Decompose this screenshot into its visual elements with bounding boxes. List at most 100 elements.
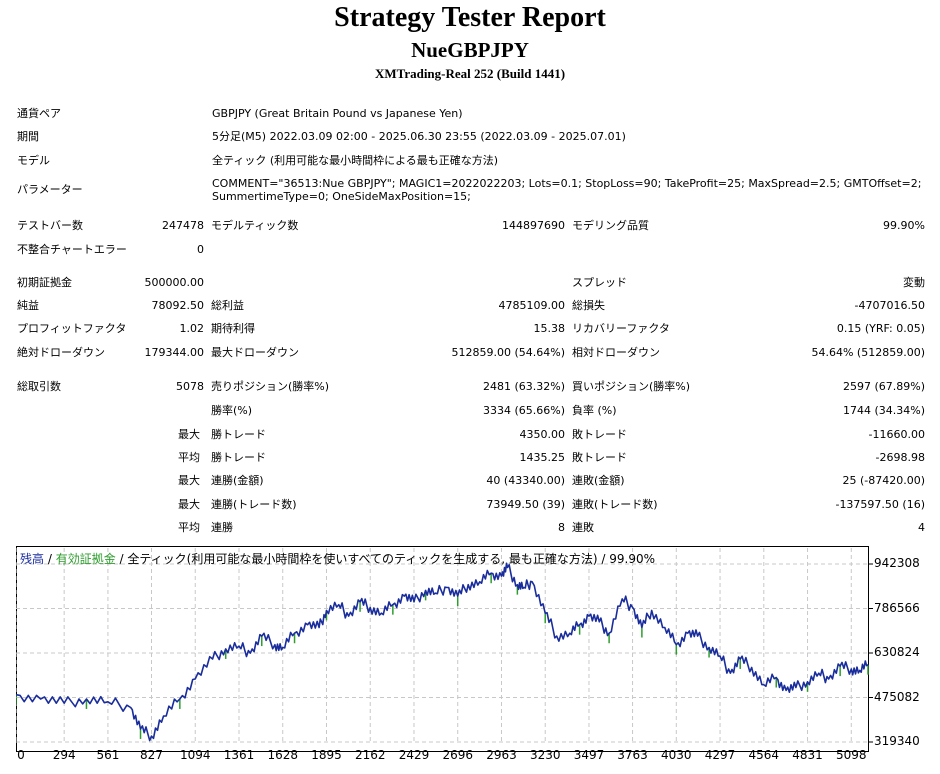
x-tick-label: 5098 (836, 748, 867, 762)
max-consecutive-wins-value: 40 (43340.00) (486, 474, 565, 487)
model-label: モデル (17, 154, 50, 167)
net-profit-value: 78092.50 (151, 299, 205, 312)
loss-rate-label: 負率 (%) (572, 404, 617, 417)
loss-rate-value: 1744 (34.34%) (842, 404, 925, 417)
x-tick-label: 1628 (267, 748, 299, 762)
quality-value: 99.90% (883, 219, 925, 232)
chart-legend: 残高 / 有効証拠金 / 全ティック(利用可能な最小時間枠を使いすべてのティック… (20, 550, 655, 567)
gross-loss-label: 総損失 (572, 299, 605, 312)
y-tick-label: 786566 (874, 600, 920, 615)
short-positions-label: 売りポジション(勝率%) (211, 380, 330, 393)
legend-separator: / (44, 552, 56, 566)
y-tick-label: 319340 (874, 734, 920, 748)
total-trades-label: 総取引数 (17, 380, 61, 393)
bars-label: テストバー数 (17, 219, 83, 232)
spread-label: スプレッド (572, 276, 627, 289)
avg-win-label: 勝トレード (211, 451, 266, 464)
avg-prefix-1: 平均 (178, 451, 200, 464)
largest-loss-value: -11660.00 (868, 428, 925, 441)
recovery-factor-value: 0.15 (YRF: 0.05) (836, 322, 925, 335)
largest-win-value: 4350.00 (519, 428, 566, 441)
ticks-label: モデルティック数 (211, 219, 299, 232)
max-prefix-1: 最大 (178, 428, 200, 441)
short-positions-value: 2481 (63.32%) (482, 380, 565, 393)
legend-description: / 全ティック(利用可能な最小時間枠を使いすべてのティックを生成する, 最も正確… (115, 552, 656, 566)
x-tick-label: 3230 (529, 748, 561, 762)
x-tick-label: 2963 (486, 748, 517, 762)
avg-prefix-2: 平均 (178, 521, 200, 534)
max-consecutive-profit-value: 73949.50 (39) (486, 498, 565, 511)
x-tick-label: 2429 (398, 748, 430, 762)
total-trades-value: 5078 (176, 380, 204, 393)
report-subtitle: NueGBPJPY (411, 38, 529, 62)
win-rate-value: 3334 (65.66%) (482, 404, 565, 417)
legend-balance: 残高 (20, 552, 45, 566)
rel-drawdown-value: 54.64% (512859.00) (811, 346, 925, 359)
avg-consecutive-wins-label: 連勝 (211, 521, 233, 534)
period-label: 期間 (17, 130, 39, 143)
x-tick-label: 2696 (442, 748, 473, 762)
avg-win-value: 1435.25 (519, 451, 566, 464)
x-tick-label: 827 (140, 748, 163, 762)
spread-value: 変動 (903, 276, 925, 289)
period-value: 5分足(M5) 2022.03.09 02:00 - 2025.06.30 23… (212, 130, 626, 143)
x-tick-label: 1895 (311, 748, 342, 762)
profit-factor-value: 1.02 (179, 322, 205, 335)
quality-label: モデリング品質 (572, 219, 649, 232)
abs-drawdown-label: 絶対ドローダウン (17, 346, 105, 359)
gross-loss-value: -4707016.50 (854, 299, 925, 312)
x-tick-label: 4831 (792, 748, 823, 762)
deposit-label: 初期証拠金 (17, 276, 72, 289)
largest-loss-label: 敗トレード (572, 428, 627, 441)
avg-loss-label: 敗トレード (572, 451, 627, 464)
win-rate-label: 勝率(%) (211, 404, 253, 417)
model-value: 全ティック (利用可能な最小時間枠による最も正確な方法) (212, 154, 499, 167)
balance-line (16, 562, 869, 742)
x-tick-label: 4564 (748, 748, 780, 762)
x-tick-label: 294 (52, 748, 76, 762)
y-tick-label: 475082 (874, 689, 920, 704)
max-consecutive-losses-value: 25 (-87420.00) (842, 474, 925, 487)
deposit-value: 500000.00 (144, 276, 205, 289)
errors-value: 0 (197, 243, 204, 256)
max-drawdown-value: 512859.00 (54.64%) (451, 346, 565, 359)
gross-profit-value: 4785109.00 (498, 299, 565, 312)
symbol-value: GBPJPY (Great Britain Pound vs Japanese … (212, 107, 463, 120)
net-profit-label: 純益 (17, 299, 39, 312)
expected-payoff-value: 15.38 (533, 322, 566, 335)
max-consecutive-loss-label: 連敗(トレード数) (572, 498, 658, 511)
max-consecutive-profit-label: 連勝(トレード数) (211, 498, 297, 511)
gross-profit-label: 総利益 (211, 299, 244, 312)
x-tick-label: 1094 (179, 748, 211, 762)
x-tick-label: 4297 (704, 748, 736, 762)
errors-label: 不整合チャートエラー (17, 243, 127, 256)
max-prefix-3: 最大 (178, 498, 200, 511)
x-tick-label: 4030 (661, 748, 692, 762)
ticks-value: 144897690 (502, 219, 565, 232)
avg-consecutive-wins-value: 8 (558, 521, 565, 534)
symbol-label: 通貨ペア (17, 107, 61, 120)
max-consecutive-losses-label: 連敗(金額) (572, 474, 625, 487)
max-drawdown-label: 最大ドローダウン (211, 346, 299, 359)
x-tick-label: 3497 (573, 748, 605, 762)
max-consecutive-loss-value: -137597.50 (16) (835, 498, 925, 511)
max-prefix-2: 最大 (178, 474, 200, 487)
y-tick-label: 630824 (874, 645, 920, 659)
x-tick-label: 1361 (223, 748, 255, 762)
x-tick-label: 561 (96, 748, 120, 762)
largest-win-label: 勝トレード (211, 428, 266, 441)
chart-frame (16, 546, 869, 752)
params-label: パラメーター (17, 183, 83, 196)
balance-chart (16, 546, 873, 752)
long-positions-value: 2597 (67.89%) (842, 380, 925, 393)
long-positions-label: 買いポジション(勝率%) (572, 380, 691, 393)
params-line-1: COMMENT="36513:Nue GBPJPY"; MAGIC1=20220… (212, 177, 922, 190)
x-tick-label: 0 (17, 748, 25, 762)
x-tick-label: 3763 (617, 748, 648, 762)
max-consecutive-wins-label: 連勝(金額) (211, 474, 264, 487)
recovery-factor-label: リカバリーファクタ (572, 322, 670, 335)
bars-value: 247478 (162, 219, 204, 232)
avg-consecutive-losses-label: 連敗 (572, 521, 594, 534)
report-title: Strategy Tester Report (334, 2, 606, 33)
x-tick-label: 2162 (354, 748, 386, 762)
